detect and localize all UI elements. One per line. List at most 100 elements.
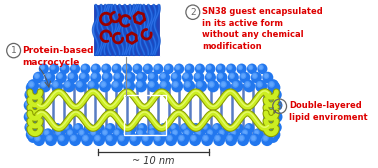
Circle shape [166,66,169,69]
Circle shape [93,134,105,146]
Circle shape [229,128,240,140]
Circle shape [113,65,118,70]
Circle shape [164,64,174,74]
Circle shape [51,80,63,92]
Circle shape [28,96,34,103]
Circle shape [262,72,273,83]
Circle shape [112,81,119,88]
Circle shape [271,89,282,100]
Circle shape [194,72,204,83]
Circle shape [57,134,69,146]
Circle shape [150,74,153,78]
Circle shape [141,134,153,146]
Circle shape [45,134,57,146]
Circle shape [216,72,228,83]
Circle shape [118,135,125,141]
Circle shape [25,112,31,118]
Circle shape [125,72,136,83]
Circle shape [220,131,223,135]
Circle shape [33,134,45,146]
Circle shape [29,117,33,121]
Circle shape [87,80,99,92]
Circle shape [155,66,159,69]
Circle shape [81,64,91,74]
Circle shape [171,80,183,92]
Circle shape [233,82,237,87]
Circle shape [124,81,131,88]
Circle shape [28,79,39,91]
Circle shape [229,73,235,79]
Circle shape [113,82,118,87]
Circle shape [268,95,279,107]
Circle shape [92,74,96,78]
Circle shape [172,81,179,88]
Circle shape [247,64,257,74]
Circle shape [206,128,217,140]
Circle shape [172,73,178,79]
Circle shape [102,72,113,83]
Circle shape [174,64,184,74]
Circle shape [208,81,215,88]
Circle shape [81,74,85,78]
Circle shape [150,131,153,135]
Circle shape [191,123,201,134]
Circle shape [155,136,160,140]
Circle shape [56,72,67,83]
Circle shape [214,135,221,141]
Circle shape [102,65,108,70]
Circle shape [212,123,222,134]
Circle shape [195,129,201,136]
Circle shape [138,124,144,130]
Circle shape [26,91,30,95]
Circle shape [127,123,137,134]
Circle shape [51,66,54,69]
Circle shape [222,82,226,87]
Circle shape [213,134,225,146]
Circle shape [205,72,216,83]
Circle shape [133,65,139,70]
Circle shape [35,136,39,140]
Circle shape [147,128,159,140]
Circle shape [243,131,247,135]
Circle shape [271,99,282,111]
Circle shape [39,64,49,74]
Circle shape [79,129,85,136]
Circle shape [137,73,143,79]
Circle shape [172,74,177,78]
Circle shape [239,66,242,69]
Circle shape [270,89,274,93]
Circle shape [44,72,56,83]
Circle shape [180,123,190,134]
Circle shape [154,135,161,141]
Circle shape [68,73,74,79]
Circle shape [228,66,231,69]
Circle shape [272,123,278,129]
Circle shape [171,125,175,129]
Circle shape [27,130,33,136]
Circle shape [159,123,169,134]
Circle shape [27,80,39,92]
Circle shape [28,84,32,88]
Circle shape [176,66,180,69]
Circle shape [271,122,282,133]
Circle shape [24,111,35,123]
Circle shape [216,64,226,74]
Circle shape [150,125,153,129]
Circle shape [206,73,212,79]
Circle shape [70,135,77,141]
Circle shape [100,81,107,88]
Circle shape [28,87,39,98]
Circle shape [159,72,170,83]
Circle shape [257,82,262,87]
Circle shape [218,129,225,136]
Circle shape [202,124,208,130]
Circle shape [183,73,189,79]
Text: 2: 2 [190,8,196,17]
Circle shape [241,74,245,78]
Circle shape [273,124,277,128]
Circle shape [82,66,86,69]
Circle shape [88,81,94,88]
Text: Double-layered
lipid enviroment: Double-layered lipid enviroment [289,101,367,122]
Circle shape [105,123,116,134]
Circle shape [228,72,239,83]
